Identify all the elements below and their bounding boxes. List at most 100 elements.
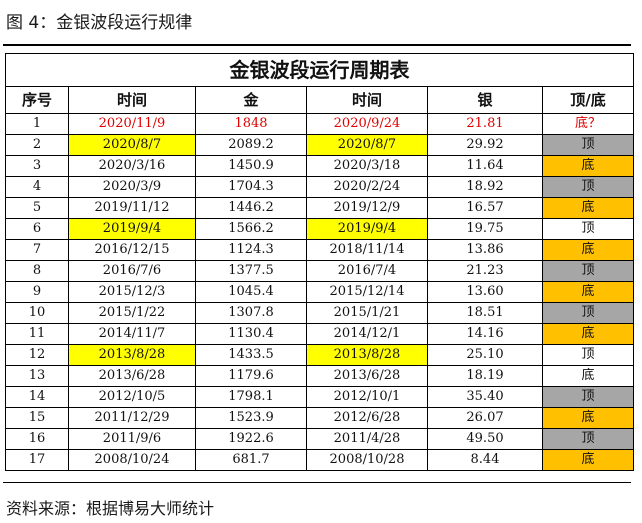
silver-price: 18.19: [427, 365, 543, 387]
source-note: 资料来源：根据博易大师统计: [6, 499, 215, 518]
top-bottom-label: 底: [541, 239, 635, 261]
gold-price: 2089.2: [195, 134, 307, 156]
gold-date: 2012/10/5: [68, 386, 196, 408]
header-silver-date: 时间: [306, 86, 428, 114]
gold-price: 1433.5: [195, 344, 307, 366]
silver-date: 2014/12/1: [306, 323, 428, 345]
table-row: 9 2015/12/3 1045.4 2015/12/14 13.60 底: [5, 281, 635, 303]
top-bottom-label: 底: [541, 323, 635, 345]
row-index: 2: [5, 134, 69, 156]
gold-price: 1179.6: [195, 365, 307, 387]
gold-price: 1377.5: [195, 260, 307, 282]
silver-date: 2012/6/28: [306, 407, 428, 429]
table-row: 5 2019/11/12 1446.2 2019/12/9 16.57 底: [5, 197, 635, 219]
gold-price: 681.7: [195, 449, 307, 471]
top-bottom-label: 顶: [541, 302, 635, 324]
silver-date: 2013/8/28: [306, 344, 428, 366]
gold-date: 2011/12/29: [68, 407, 196, 429]
row-index: 6: [5, 218, 69, 240]
silver-date: 2011/4/28: [306, 428, 428, 450]
row-index: 16: [5, 428, 69, 450]
row-index: 17: [5, 449, 69, 471]
gold-price: 1704.3: [195, 176, 307, 198]
gold-price: 1798.1: [195, 386, 307, 408]
top-rule: [3, 44, 631, 46]
silver-date: 2016/7/4: [306, 260, 428, 282]
silver-price: 26.07: [427, 407, 543, 429]
gold-price: 1848: [195, 113, 307, 135]
silver-date: 2012/10/1: [306, 386, 428, 408]
gold-date: 2019/11/12: [68, 197, 196, 219]
gold-date: 2008/10/24: [68, 449, 196, 471]
top-bottom-label: 底？: [541, 113, 635, 135]
gold-date: 2020/3/16: [68, 155, 196, 177]
row-index: 14: [5, 386, 69, 408]
row-index: 13: [5, 365, 69, 387]
top-bottom-label: 底: [541, 449, 635, 471]
silver-date: 2020/8/7: [306, 134, 428, 156]
gold-silver-cycle-table: 金银波段运行周期表 序号 时间 金 时间 银 顶/底 1 2020/11/9 184…: [4, 53, 635, 471]
header-gold-date: 时间: [68, 86, 196, 114]
top-bottom-label: 顶: [541, 176, 635, 198]
table-caption-row: 金银波段运行周期表: [4, 53, 635, 87]
silver-price: 19.75: [427, 218, 543, 240]
top-bottom-label: 顶: [541, 218, 635, 240]
gold-date: 2013/6/28: [68, 365, 196, 387]
silver-price: 49.50: [427, 428, 543, 450]
gold-date: 2016/7/6: [68, 260, 196, 282]
gold-price: 1566.2: [195, 218, 307, 240]
gold-date: 2019/9/4: [68, 218, 196, 240]
silver-date: 2015/1/21: [306, 302, 428, 324]
silver-price: 14.16: [427, 323, 543, 345]
row-index: 4: [5, 176, 69, 198]
top-bottom-label: 底: [541, 197, 635, 219]
header-gold: 金: [195, 86, 307, 114]
silver-date: 2019/9/4: [306, 218, 428, 240]
top-bottom-label: 底: [541, 281, 635, 303]
gold-date: 2020/11/9: [68, 113, 196, 135]
gold-price: 1045.4: [195, 281, 307, 303]
gold-price: 1124.3: [195, 239, 307, 261]
row-index: 10: [5, 302, 69, 324]
table-row: 4 2020/3/9 1704.3 2020/2/24 18.92 顶: [5, 176, 635, 198]
silver-price: 25.10: [427, 344, 543, 366]
top-bottom-label: 顶: [541, 260, 635, 282]
gold-price: 1307.8: [195, 302, 307, 324]
silver-price: 8.44: [427, 449, 543, 471]
row-index: 9: [5, 281, 69, 303]
header-index: 序号: [5, 86, 69, 114]
silver-price: 13.86: [427, 239, 543, 261]
silver-date: 2018/11/14: [306, 239, 428, 261]
silver-date: 2020/3/18: [306, 155, 428, 177]
silver-price: 11.64: [427, 155, 543, 177]
silver-date: 2008/10/28: [306, 449, 428, 471]
row-index: 11: [5, 323, 69, 345]
gold-date: 2016/12/15: [68, 239, 196, 261]
gold-date: 2015/1/22: [68, 302, 196, 324]
table-row: 15 2011/12/29 1523.9 2012/6/28 26.07 底: [5, 407, 635, 429]
row-index: 7: [5, 239, 69, 261]
gold-date: 2020/8/7: [68, 134, 196, 156]
silver-price: 18.92: [427, 176, 543, 198]
header-row: 序号 时间 金 时间 银 顶/底: [5, 86, 635, 114]
top-bottom-label: 顶: [541, 428, 635, 450]
gold-price: 1130.4: [195, 323, 307, 345]
top-bottom-label: 底: [541, 155, 635, 177]
top-bottom-label: 顶: [541, 386, 635, 408]
row-index: 1: [5, 113, 69, 135]
gold-price: 1922.6: [195, 428, 307, 450]
table-row: 10 2015/1/22 1307.8 2015/1/21 18.51 顶: [5, 302, 635, 324]
top-bottom-label: 顶: [541, 344, 635, 366]
gold-date: 2013/8/28: [68, 344, 196, 366]
header-silver: 银: [427, 86, 543, 114]
bottom-rule: [3, 482, 631, 483]
header-top-bottom: 顶/底: [541, 86, 635, 114]
table-row: 11 2014/11/7 1130.4 2014/12/1 14.16 底: [5, 323, 635, 345]
silver-price: 35.40: [427, 386, 543, 408]
silver-price: 21.23: [427, 260, 543, 282]
table-row: 2 2020/8/7 2089.2 2020/8/7 29.92 顶: [5, 134, 635, 156]
table-row: 1 2020/11/9 1848 2020/9/24 21.81 底？: [5, 113, 635, 135]
silver-date: 2019/12/9: [306, 197, 428, 219]
top-bottom-label: 顶: [541, 134, 635, 156]
gold-date: 2020/3/9: [68, 176, 196, 198]
